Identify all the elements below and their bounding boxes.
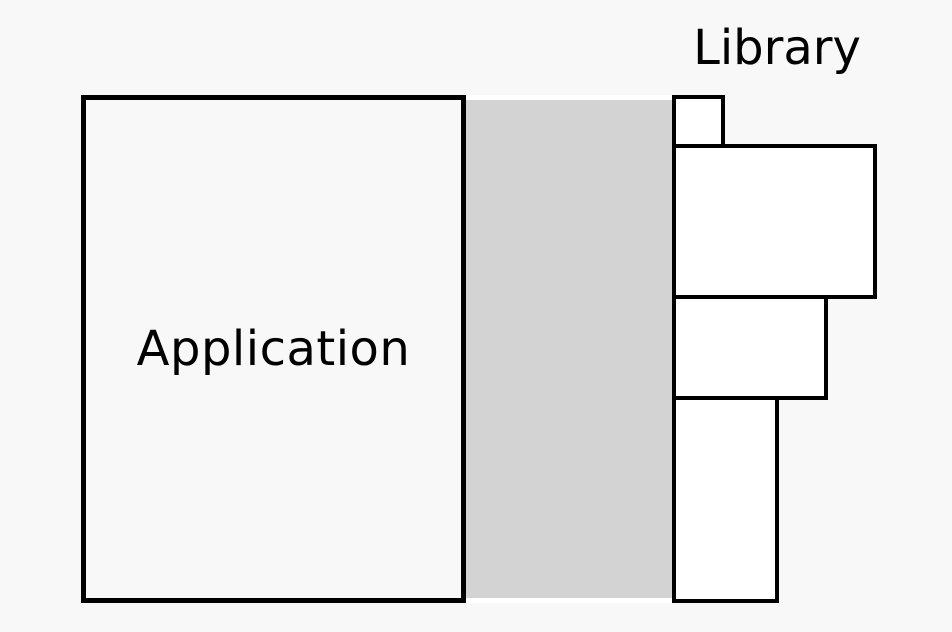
interface-region bbox=[466, 95, 673, 603]
application-box: Application bbox=[81, 95, 466, 603]
library-module-1 bbox=[672, 95, 725, 148]
application-label: Application bbox=[136, 321, 411, 377]
library-module-4 bbox=[672, 396, 779, 603]
library-label: Library bbox=[693, 20, 861, 76]
library-module-2 bbox=[672, 144, 877, 299]
library-module-3 bbox=[672, 295, 828, 400]
